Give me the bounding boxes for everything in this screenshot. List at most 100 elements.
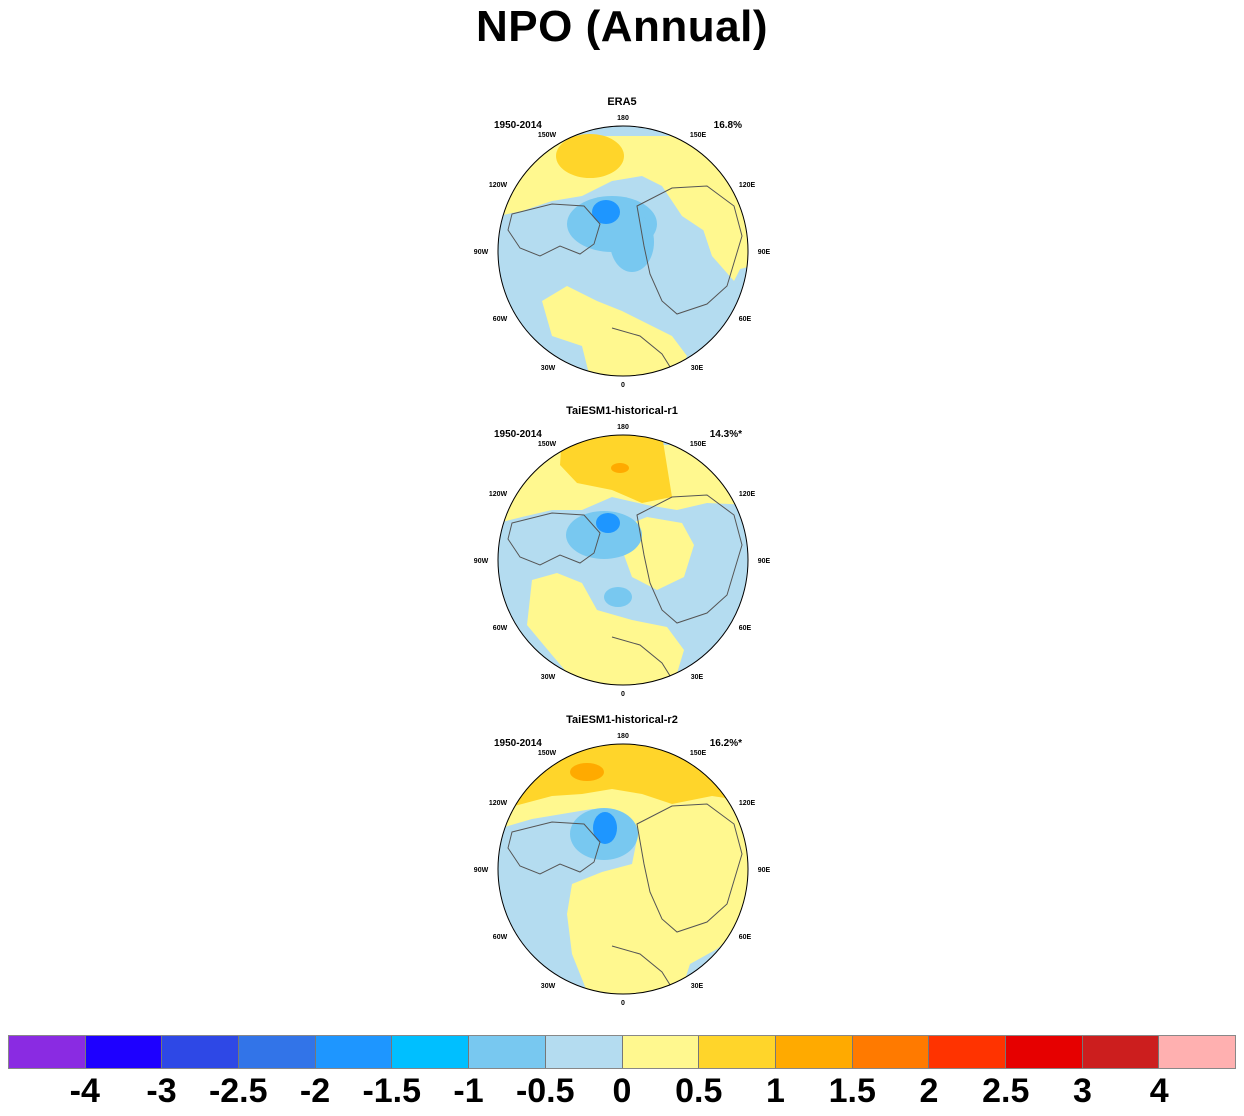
lon-label: 90E <box>758 249 771 256</box>
longitude-labels: 180 150E 120E 90E 60E 30E 0 30W 60W 90W … <box>474 115 771 389</box>
map-boundary <box>497 434 749 686</box>
positive-anomaly-peak <box>570 763 604 781</box>
lon-label: 60W <box>493 316 508 323</box>
colorbar-tick-label: 2.5 <box>982 1072 1030 1110</box>
lon-label: 90E <box>758 867 771 874</box>
colorbar-swatch <box>85 1036 163 1068</box>
colorbar-tick-label: -2 <box>299 1072 331 1110</box>
lon-label: 150W <box>538 441 557 448</box>
panel-title: ERA5 <box>607 96 637 108</box>
panel-period: 1950-2014 <box>494 120 542 131</box>
map-panel-taiesm1-r1: TaiESM1-historical-r1 1950-2014 14.3%* 1… <box>472 405 772 705</box>
polar-map: 180 150E 120E 90E 60E 30E 0 30W 60W 90W … <box>474 115 771 389</box>
panel-title: TaiESM1-historical-r2 <box>566 714 678 726</box>
negative-anomaly-center <box>593 812 617 844</box>
positive-region <box>498 136 748 271</box>
colorbar-tick-label: 3 <box>1073 1072 1092 1110</box>
figure-title: NPO (Annual) <box>476 2 768 51</box>
coastline <box>636 803 743 933</box>
colorbar-swatch <box>1082 1036 1160 1068</box>
colorbar-swatch <box>545 1036 623 1068</box>
positive-region <box>542 286 687 376</box>
colorbar <box>8 1035 1236 1069</box>
polar-map: 180 150E 120E 90E 60E 30E 0 30W 60W 90W … <box>474 424 771 698</box>
longitude-labels: 180 150E 120E 90E 60E 30E 0 30W 60W 90W … <box>474 733 771 1007</box>
map-panel-taiesm1-r2: TaiESM1-historical-r2 1950-2014 16.2%* 1… <box>472 714 772 1014</box>
coastline <box>636 185 743 315</box>
colorbar-swatch <box>699 1036 776 1068</box>
coastline <box>507 203 601 257</box>
lon-label: 30E <box>691 365 704 372</box>
negative-anomaly-center <box>592 200 620 224</box>
panel-period: 1950-2014 <box>494 738 542 749</box>
positive-anomaly-peak <box>611 463 629 473</box>
lon-label: 60E <box>739 625 752 632</box>
colorbar-tick-label: -0.5 <box>515 1072 575 1110</box>
longitude-labels: 180 150E 120E 90E 60E 30E 0 30W 60W 90W … <box>474 424 771 698</box>
lon-label: 120W <box>489 491 508 498</box>
colorbar-swatch <box>775 1036 853 1068</box>
colorbar-tick-label: 4 <box>1149 1072 1169 1110</box>
colorbar-tick-label: 1.5 <box>828 1072 876 1110</box>
lon-label: 150E <box>690 132 707 139</box>
coastline <box>611 327 678 376</box>
lon-label: 120E <box>739 800 756 807</box>
lon-label: 30E <box>691 983 704 990</box>
lon-label: 90W <box>474 249 489 256</box>
coastline <box>636 494 743 624</box>
positive-region <box>527 573 684 685</box>
positive-region <box>498 754 748 994</box>
map-boundary <box>497 125 749 377</box>
lon-label: 60E <box>739 934 752 941</box>
lon-label: 30W <box>541 674 556 681</box>
map-panel-era5: ERA5 1950-2014 16.8% 180 150E 120E 90E 6… <box>472 96 772 396</box>
colorbar-swatch <box>239 1036 316 1068</box>
lon-label: 150E <box>690 750 707 757</box>
coastline <box>611 636 678 685</box>
coastline <box>507 821 601 875</box>
colorbar-swatch <box>1159 1036 1235 1068</box>
colorbar-tick-label: 1 <box>766 1072 785 1110</box>
lon-label: 0 <box>621 691 625 698</box>
map-boundary <box>497 743 749 995</box>
negative-region <box>610 212 654 272</box>
colorbar-swatch <box>469 1036 546 1068</box>
polar-map: 180 150E 120E 90E 60E 30E 0 30W 60W 90W … <box>474 733 771 1007</box>
colorbar-swatch <box>9 1036 86 1068</box>
lon-label: 150W <box>538 750 557 757</box>
panel-period: 1950-2014 <box>494 429 542 440</box>
colorbar-tick-label: -1.5 <box>362 1072 422 1110</box>
coastline <box>611 945 678 994</box>
colorbar-tick-label: -2.5 <box>208 1072 268 1110</box>
colorbar-swatch <box>315 1036 393 1068</box>
lon-label: 120E <box>739 182 756 189</box>
lon-label: 60W <box>493 625 508 632</box>
colorbar-tick-label: 0.5 <box>675 1072 723 1110</box>
colorbar-tick-label: 2 <box>919 1072 939 1110</box>
colorbar-tick-label: -1 <box>453 1072 484 1110</box>
lon-label: 30W <box>541 365 556 372</box>
negative-region <box>566 511 642 559</box>
colorbar-tick-label: -4 <box>69 1072 100 1110</box>
lon-label: 90W <box>474 558 489 565</box>
colorbar-swatch <box>929 1036 1006 1068</box>
colorbar-swatch <box>162 1036 240 1068</box>
lon-label: 30W <box>541 983 556 990</box>
colorbar-swatch <box>852 1036 930 1068</box>
lon-label: 120W <box>489 800 508 807</box>
colorbar-tick-label: 0 <box>612 1072 632 1110</box>
lon-label: 120W <box>489 182 508 189</box>
lon-label: 30E <box>691 674 704 681</box>
lon-label: 90E <box>758 558 771 565</box>
colorbar-labels: -4 -3 -2.5 -2 -1.5 -1 -0.5 0 0.5 1 1.5 2 2.5 3 4 <box>0 1072 1244 1116</box>
negative-anomaly-center <box>596 513 620 533</box>
coastline <box>507 512 601 566</box>
colorbar-swatch <box>622 1036 700 1068</box>
lon-label: 90W <box>474 867 489 874</box>
negative-region <box>604 587 632 607</box>
colorbar-swatch <box>1005 1036 1083 1068</box>
lon-label: 0 <box>621 382 625 389</box>
lon-label: 60W <box>493 934 508 941</box>
lon-label: 180 <box>617 115 629 122</box>
lon-label: 120E <box>739 491 756 498</box>
